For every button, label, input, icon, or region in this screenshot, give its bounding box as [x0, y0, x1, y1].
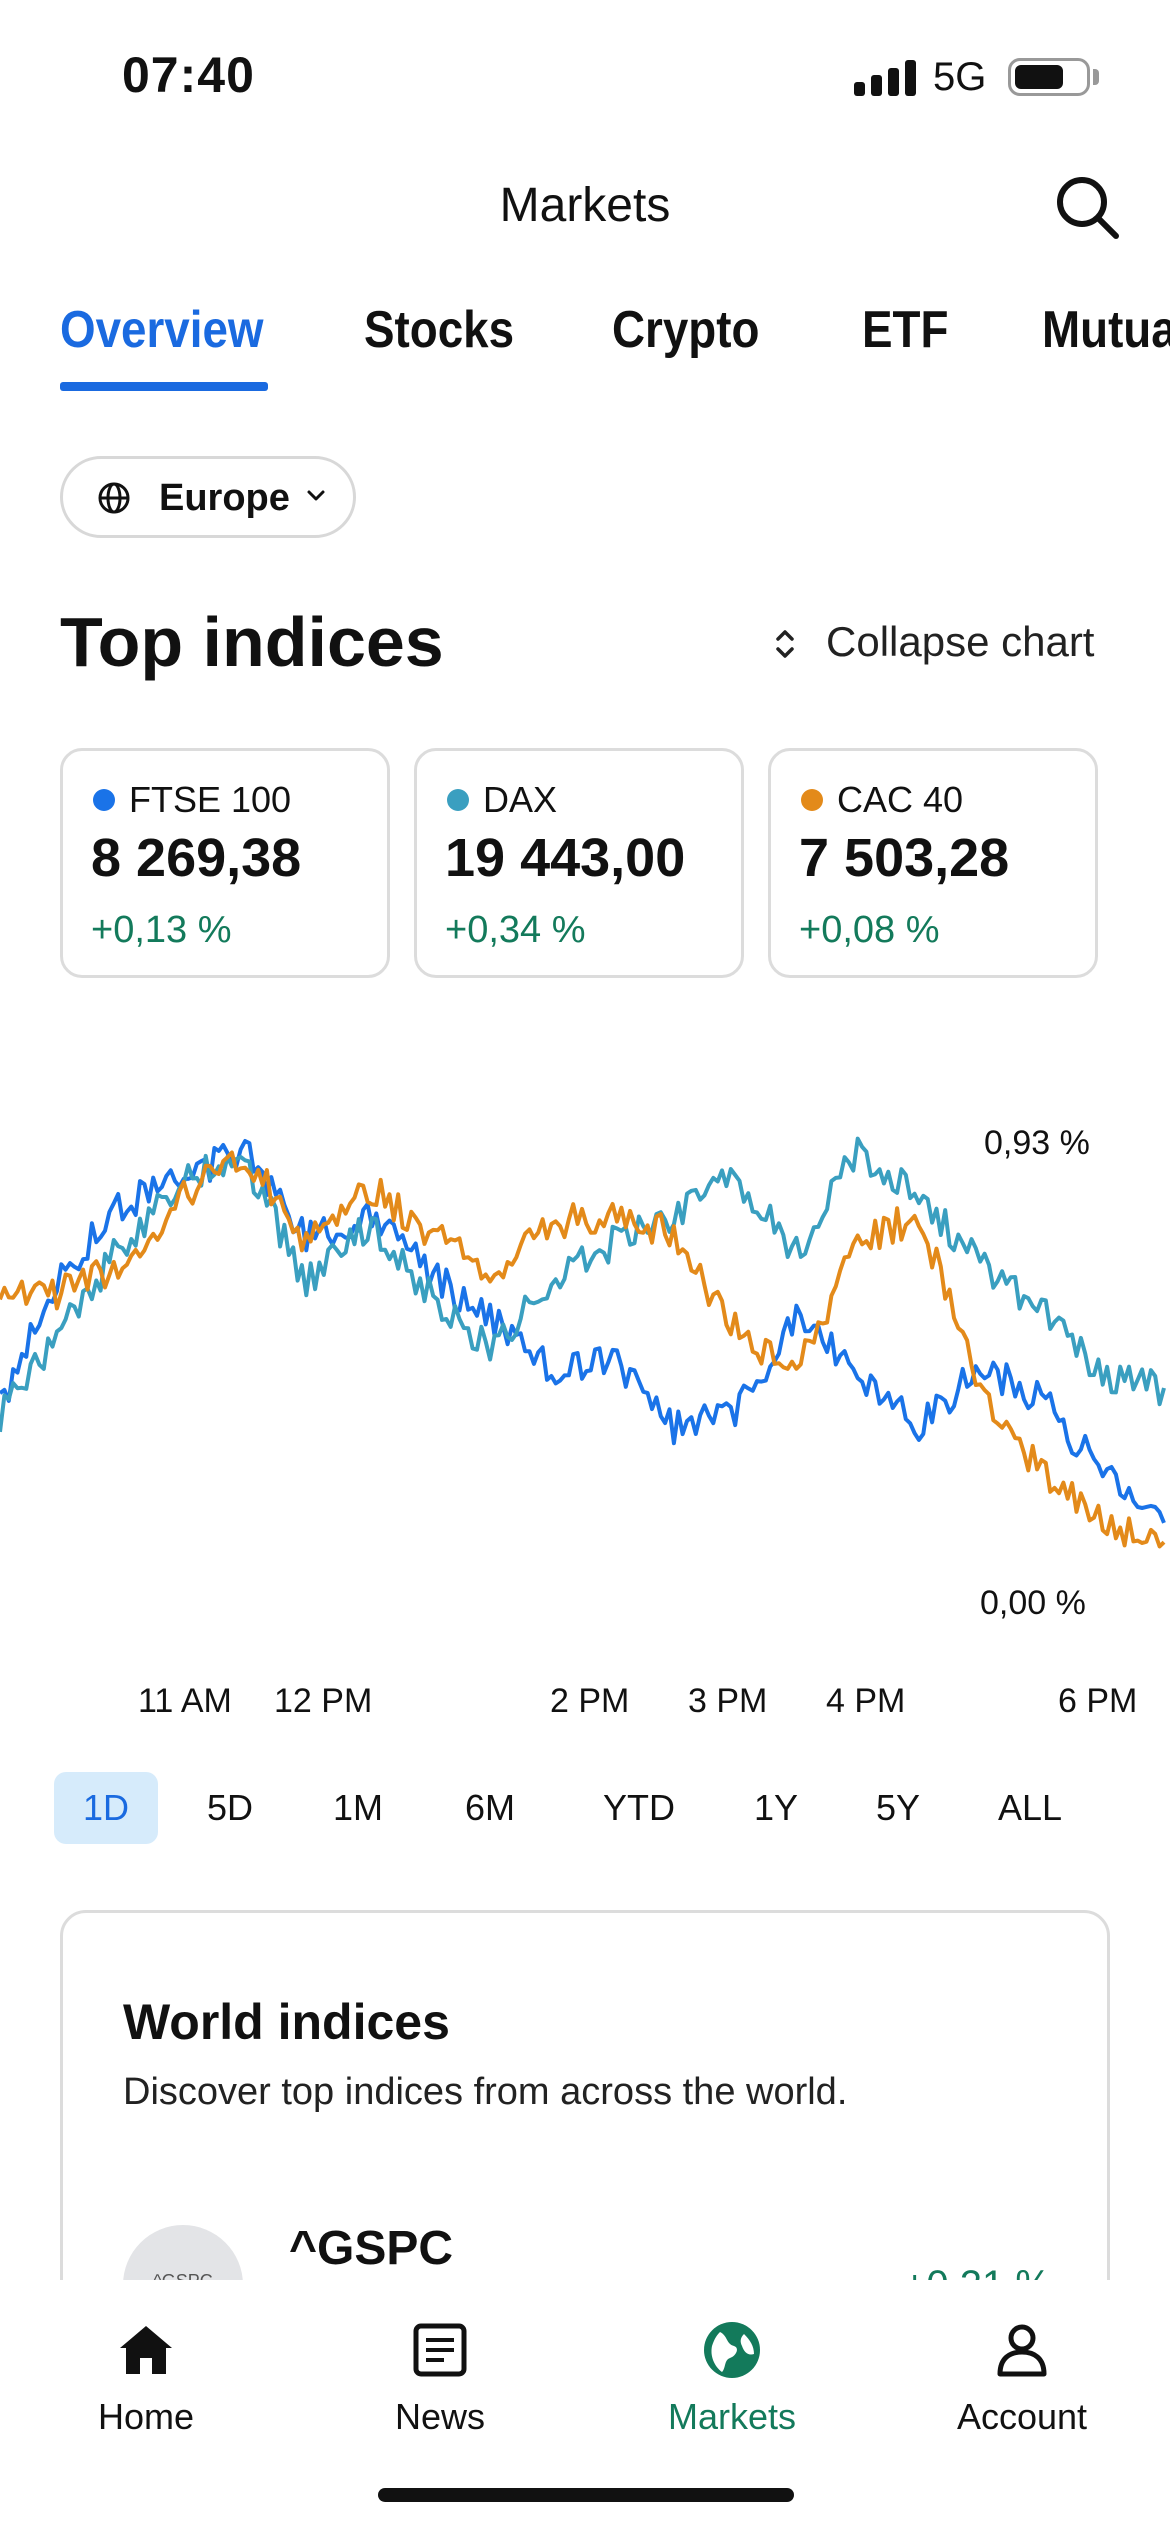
- nav-label: Markets: [667, 2396, 797, 2437]
- y-tick-label: 0,93 %: [984, 1124, 1090, 1162]
- tab-stocks[interactable]: Stocks: [364, 301, 515, 359]
- index-card-cac[interactable]: CAC 40 7 503,28 +0,08 %: [768, 748, 1098, 978]
- index-value: 7 503,28: [799, 828, 1010, 888]
- nav-account[interactable]: Account: [902, 2300, 1142, 2440]
- collapse-chart-label: Collapse chart: [826, 618, 1095, 665]
- search-button[interactable]: [1052, 172, 1124, 244]
- tab-etf[interactable]: ETF: [862, 301, 949, 359]
- chevron-down-icon: [307, 490, 325, 501]
- battery-tip: [1093, 69, 1099, 85]
- series-dot: [93, 789, 115, 811]
- home-icon: [120, 2326, 172, 2374]
- globe-icon: [704, 2322, 760, 2378]
- cellular-signal-icon: [854, 60, 916, 96]
- x-tick-label: 6 PM: [1058, 1682, 1138, 1720]
- range-1m[interactable]: 1M: [332, 1787, 383, 1828]
- x-tick-label: 12 PM: [274, 1682, 373, 1720]
- expand-collapse-icon: [776, 630, 794, 658]
- page-title: Markets: [499, 179, 671, 232]
- series-line-cac-40: [0, 1150, 1166, 1549]
- tab-mutual-funds[interactable]: Mutua: [1042, 301, 1170, 359]
- series-line-dax: [0, 1136, 1166, 1433]
- range-5y[interactable]: 5Y: [875, 1787, 921, 1828]
- nav-markets[interactable]: Markets: [612, 2300, 852, 2440]
- top-indices-title: Top indices: [60, 603, 444, 681]
- index-name: FTSE 100: [129, 779, 292, 820]
- index-change: +0,34 %: [445, 909, 586, 951]
- index-value: 8 269,38: [91, 828, 302, 888]
- y-tick-label: 0,00 %: [980, 1584, 1086, 1622]
- x-tick-label: 11 AM: [138, 1682, 232, 1720]
- world-indices-title: World indices: [123, 1994, 450, 2050]
- status-time: 07:40: [122, 47, 255, 103]
- home-indicator: [378, 2488, 794, 2502]
- nav-label: News: [394, 2396, 486, 2437]
- index-change: +0,13 %: [91, 909, 232, 951]
- index-card-ftse[interactable]: FTSE 100 8 269,38 +0,13 %: [60, 748, 390, 978]
- range-1d[interactable]: 1D: [54, 1772, 158, 1844]
- active-tab-indicator: [60, 382, 268, 391]
- nav-news[interactable]: News: [320, 2300, 560, 2440]
- nav-label: Home: [97, 2396, 195, 2437]
- indices-chart-svg: [0, 1136, 1166, 1549]
- series-line-ftse-100: [0, 1139, 1166, 1524]
- range-1y[interactable]: 1Y: [753, 1787, 799, 1828]
- region-selector[interactable]: Europe: [60, 456, 356, 538]
- network-type: 5G: [933, 55, 987, 99]
- indices-chart[interactable]: [0, 1100, 1170, 1640]
- index-name: DAX: [483, 779, 558, 820]
- index-card-dax[interactable]: DAX 19 443,00 +0,34 %: [414, 748, 744, 978]
- index-value: 19 443,00: [445, 828, 686, 888]
- tab-crypto[interactable]: Crypto: [612, 301, 760, 359]
- x-tick-label: 3 PM: [688, 1682, 768, 1720]
- market-tabs: Overview Stocks Crypto ETF Mutua: [0, 300, 1170, 395]
- series-dot: [801, 789, 823, 811]
- range-all[interactable]: ALL: [997, 1787, 1063, 1828]
- range-6m[interactable]: 6M: [464, 1787, 515, 1828]
- index-change: +0,08 %: [799, 909, 940, 951]
- index-name: CAC 40: [837, 779, 964, 820]
- world-indices-card: World indices Discover top indices from …: [60, 1910, 1110, 2310]
- region-label: Europe: [159, 477, 290, 519]
- range-ytd[interactable]: YTD: [603, 1787, 675, 1828]
- x-tick-label: 4 PM: [826, 1682, 906, 1720]
- globe-icon: [98, 482, 130, 514]
- world-indices-subtitle: Discover top indices from across the wor…: [123, 2071, 848, 2113]
- battery-icon: [1008, 58, 1090, 96]
- series-dot: [447, 789, 469, 811]
- nav-label: Account: [956, 2396, 1088, 2437]
- nav-home[interactable]: Home: [26, 2300, 266, 2440]
- tab-overview[interactable]: Overview: [60, 301, 264, 359]
- x-tick-label: 2 PM: [550, 1682, 630, 1720]
- index-ticker[interactable]: ^GSPC: [289, 2222, 454, 2275]
- news-icon: [413, 2323, 467, 2377]
- account-icon: [997, 2324, 1047, 2377]
- search-icon: [1057, 177, 1119, 239]
- range-5d[interactable]: 5D: [206, 1787, 254, 1828]
- status-bar: 07:40 5G: [0, 0, 1170, 150]
